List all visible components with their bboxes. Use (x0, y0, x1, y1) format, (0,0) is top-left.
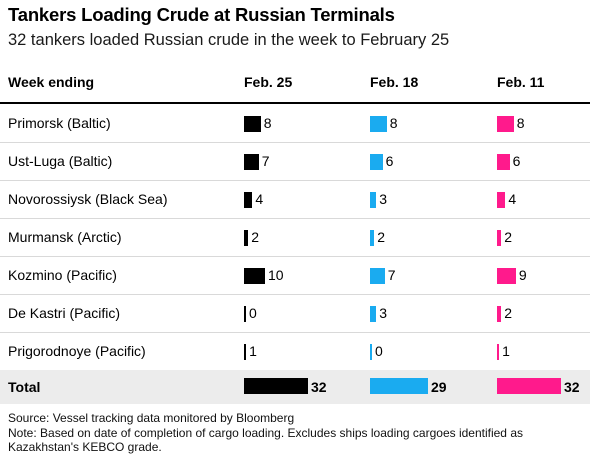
column-header-feb-18: Feb. 18 (370, 74, 419, 90)
bar-feb-11-murmansk-arctic (497, 230, 502, 246)
value-label-feb-25: 0 (249, 305, 257, 321)
bar-feb-11-novorossiysk-black-sea (497, 192, 506, 208)
table-row-novorossiysk-black-sea: Novorossiysk (Black Sea) 4 3 4 (0, 180, 590, 219)
total-label: Total (8, 379, 41, 395)
terminal-label: Kozmino (Pacific) (8, 267, 117, 283)
terminal-label: Ust-Luga (Baltic) (8, 153, 113, 169)
table-header: Week ending Feb. 25 Feb. 18 Feb. 11 (0, 62, 590, 104)
value-label-feb-11: 32 (564, 379, 580, 395)
table-row-prigorodnoye-pacific: Prigorodnoye (Pacific) 1 0 1 (0, 332, 590, 371)
value-label-feb-25: 1 (249, 343, 257, 359)
value-label-feb-18: 0 (375, 343, 383, 359)
value-label-feb-11: 9 (518, 267, 527, 283)
value-label-feb-11: 8 (516, 115, 525, 131)
value-label-feb-25: 32 (311, 379, 327, 395)
terminal-label: Primorsk (Baltic) (8, 115, 111, 131)
value-label-feb-18: 8 (389, 115, 398, 131)
value-label-feb-25: 10 (268, 267, 284, 283)
table-row-primorsk-baltic: Primorsk (Baltic) 8 8 8 (0, 104, 590, 143)
value-label-feb-18: 6 (385, 153, 394, 169)
value-label-feb-25: 7 (261, 153, 270, 169)
bar-feb-18-primorsk-baltic (370, 116, 387, 132)
value-label-feb-11: 4 (508, 191, 517, 207)
terminal-label: Novorossiysk (Black Sea) (8, 191, 168, 207)
bar-feb-18-ust-luga-baltic (370, 154, 383, 170)
row-header-label: Week ending (8, 74, 95, 90)
value-label-feb-25: 8 (263, 115, 272, 131)
table-row-ust-luga-baltic: Ust-Luga (Baltic) 7 6 6 (0, 142, 590, 181)
bar-feb-25-primorsk-baltic (244, 116, 261, 132)
value-label-feb-18: 3 (379, 191, 388, 207)
bar-feb-18-prigorodnoye-pacific (370, 344, 372, 360)
terminal-label: Prigorodnoye (Pacific) (8, 343, 146, 359)
bar-feb-25-ust-luga-baltic (244, 154, 259, 170)
value-label-feb-18: 7 (387, 267, 396, 283)
bar-feb-18-kozmino-pacific (370, 268, 385, 284)
bar-feb-18-de-kastri-pacific (370, 306, 377, 322)
value-label-feb-11: 2 (504, 229, 512, 245)
table-row-kozmino-pacific: Kozmino (Pacific) 10 7 9 (0, 256, 590, 295)
chart-title: Tankers Loading Crude at Russian Termina… (8, 4, 395, 25)
terminal-label: Murmansk (Arctic) (8, 229, 122, 245)
value-label-feb-11: 6 (512, 153, 521, 169)
bar-feb-11-kozmino-pacific (497, 268, 516, 284)
bar-feb-25-total (244, 378, 308, 394)
bar-feb-11-de-kastri-pacific (497, 306, 502, 322)
terminal-label: De Kastri (Pacific) (8, 305, 121, 321)
footnote: Note: Based on date of completion of car… (8, 426, 523, 454)
bar-feb-25-novorossiysk-black-sea (244, 192, 253, 208)
value-label-feb-18: 3 (379, 305, 388, 321)
column-header-feb-25: Feb. 25 (244, 74, 293, 90)
column-header-feb-11: Feb. 11 (497, 74, 545, 90)
value-label-feb-11: 2 (504, 305, 512, 321)
table-row-murmansk-arctic: Murmansk (Arctic) 2 2 2 (0, 218, 590, 257)
total-row: Total 32 29 32 (0, 370, 590, 404)
bar-feb-11-total (497, 378, 561, 394)
bar-feb-18-murmansk-arctic (370, 230, 375, 246)
value-label-feb-11: 1 (502, 343, 510, 359)
chart-subtitle: 32 tankers loaded Russian crude in the w… (8, 31, 450, 49)
bar-feb-18-novorossiysk-black-sea (370, 192, 377, 208)
bar-feb-25-kozmino-pacific (244, 268, 265, 284)
value-label-feb-18: 2 (377, 229, 385, 245)
bar-feb-25-prigorodnoye-pacific (244, 344, 247, 360)
bar-feb-25-murmansk-arctic (244, 230, 249, 246)
value-label-feb-18: 29 (431, 379, 447, 395)
bar-feb-18-total (370, 378, 428, 394)
bar-feb-11-primorsk-baltic (497, 116, 514, 132)
bar-feb-25-de-kastri-pacific (244, 306, 246, 322)
bar-feb-11-prigorodnoye-pacific (497, 344, 500, 360)
bar-feb-11-ust-luga-baltic (497, 154, 510, 170)
source-note: Source: Vessel tracking data monitored b… (8, 411, 295, 425)
value-label-feb-25: 4 (255, 191, 264, 207)
table-row-de-kastri-pacific: De Kastri (Pacific) 0 3 2 (0, 294, 590, 333)
value-label-feb-25: 2 (251, 229, 259, 245)
